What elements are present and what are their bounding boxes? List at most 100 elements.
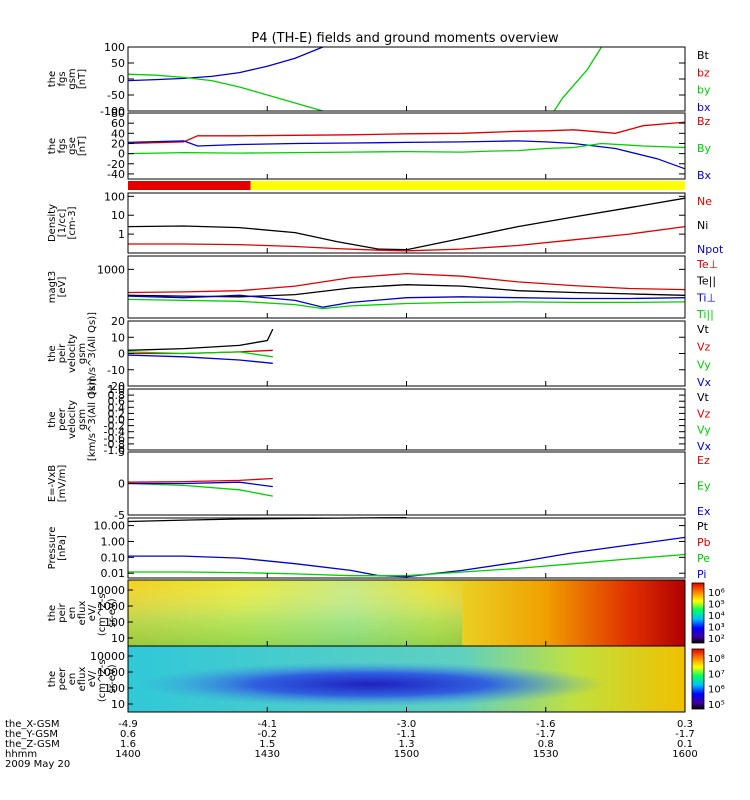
colorbar-tick-label: 10⁴ xyxy=(708,611,725,622)
legend-item: bx xyxy=(697,101,711,114)
y-axis-label-line: en xyxy=(67,673,78,686)
y-tick-label: 10 xyxy=(111,209,125,222)
panel-density: 100 10 1 Density [1/cc] [cm-3] Ne Ni Npot xyxy=(47,190,724,256)
ephemeris-row-name: hhmm xyxy=(5,749,37,760)
y-axis-label-line: fgs xyxy=(57,71,68,86)
y-tick-label: -0.6 xyxy=(104,432,125,445)
colorbar-tick-label: 10⁶ xyxy=(708,685,725,696)
ephemeris-value: 0.8 xyxy=(538,739,554,750)
ephemeris-value: 1400 xyxy=(115,749,140,760)
ephemeris-value: -1.7 xyxy=(536,729,556,740)
y-axis-label-line: the xyxy=(47,345,58,361)
ephemeris-row-name: the_Z-GSM xyxy=(5,739,60,750)
y-axis-label-line: velocity xyxy=(67,334,78,373)
series-line-red xyxy=(127,121,686,145)
legend-item: Vt xyxy=(697,323,710,336)
y-axis-label-line: (cm^2-s- xyxy=(97,589,108,636)
legend-item: Pi xyxy=(697,568,706,581)
y-axis-label: magt3 [eV] xyxy=(47,271,68,304)
panel-mode_bar xyxy=(128,181,686,190)
mode-bar-segment xyxy=(250,181,686,190)
y-axis-label-line: peir xyxy=(57,602,68,622)
ephemeris-value: 1430 xyxy=(255,749,280,760)
legend-item: Vt xyxy=(697,391,710,404)
y-axis-label-line: [cm-3] xyxy=(67,206,78,239)
y-axis-label: the fgs gsm [nT] xyxy=(47,68,88,89)
y-tick-label: 1000 xyxy=(97,600,125,613)
ephemeris-value: 1600 xyxy=(672,749,697,760)
y-axis-label-line: the xyxy=(47,411,58,427)
series-line-green xyxy=(553,46,603,112)
legend-item: Vx xyxy=(697,376,712,389)
legend-item: Bz xyxy=(697,115,711,128)
y-tick-label: 20 xyxy=(111,137,125,150)
y-tick-label: -40 xyxy=(107,168,125,181)
y-axis-label-line: E=-VxB xyxy=(47,465,58,502)
y-tick-label: -20 xyxy=(107,380,125,393)
panel-frame xyxy=(127,46,686,112)
series-line-blue xyxy=(127,294,686,308)
y-tick-label: 0 xyxy=(118,478,125,491)
legend-item: Npot xyxy=(697,243,724,256)
legend-item: Ex xyxy=(697,505,711,518)
y-tick-label: 1.00 xyxy=(101,535,126,548)
y-tick-label: 0.8 xyxy=(108,389,126,402)
y-tick-label: 1 xyxy=(118,228,125,241)
ephemeris-row-name: the_Y-GSM xyxy=(5,729,58,740)
y-tick-label: -5 xyxy=(114,509,125,522)
legend-item: Ez xyxy=(697,454,710,467)
y-axis-label: the peir velocity gsm [km/s^3(All Qs)] xyxy=(47,312,98,395)
legend-item: Ni xyxy=(697,219,708,232)
ephemeris-value: -3.0 xyxy=(397,719,417,730)
y-axis-label-line: gsm xyxy=(77,343,88,364)
y-axis-label-line: peer xyxy=(57,667,68,691)
y-axis-label-line: [nT] xyxy=(77,136,88,156)
y-axis-label-line: Pressure xyxy=(47,527,58,570)
colorbar-tick-label: 10⁸ xyxy=(708,654,725,665)
colorbar-tick-label: 10⁵ xyxy=(708,700,725,711)
series-line-blue xyxy=(128,536,686,578)
y-tick-label: 10.00 xyxy=(94,520,126,533)
y-axis-label-line: Density xyxy=(47,204,58,242)
y-axis-label-line: (cm^2-s- xyxy=(97,655,108,702)
legend-item: Ne xyxy=(697,195,712,208)
ephemeris-value: -4.9 xyxy=(118,719,138,730)
panel-efield: 5 0 -5 E=-VxB [mV/m] Ez Ey Ex xyxy=(47,446,711,522)
y-axis-label: E=-VxB [mV/m] xyxy=(47,465,68,503)
y-tick-label: 100 xyxy=(104,41,125,54)
y-tick-label: 10000 xyxy=(90,584,125,597)
figure-title: P4 (TH-E) fields and ground moments over… xyxy=(251,31,559,46)
series-line-red xyxy=(127,477,273,483)
y-tick-label: 20 xyxy=(111,315,125,328)
legend-item: Vz xyxy=(697,407,711,420)
panel-frame xyxy=(127,388,686,451)
series-line-red xyxy=(127,272,686,294)
y-axis-label: the peer en eflux eV/(cm^2-s-sr-eV) xyxy=(47,655,118,702)
y-tick-label: 40 xyxy=(111,127,125,140)
mode-bar-segment xyxy=(128,181,251,190)
legend-item: Bx xyxy=(697,169,712,182)
ephemeris-row-name: 2009 May 20 xyxy=(5,759,70,770)
ephemeris-value: 1.3 xyxy=(399,739,415,750)
series-line-black xyxy=(127,328,274,351)
y-tick-label: 1.0 xyxy=(108,383,126,396)
y-tick-label: 100 xyxy=(104,190,125,203)
y-axis-label-line: eflux xyxy=(77,601,88,626)
panel-frame xyxy=(127,320,686,387)
ephemeris-row-name: the_X-GSM xyxy=(5,719,59,730)
panel-fgs_gsm: 100 50 0 -50 -100 the fgs gsm [nT] Bt bz by bx xyxy=(47,41,711,118)
y-tick-label: 100 xyxy=(104,616,125,629)
legend-item: Ey xyxy=(697,480,711,493)
y-axis-label-line: the xyxy=(47,138,58,154)
series-line-blue xyxy=(127,46,324,82)
series-line-red xyxy=(128,225,686,252)
y-tick-label: 10 xyxy=(111,632,125,645)
legend-item: By xyxy=(697,142,712,155)
y-axis-label-line: [nT] xyxy=(77,69,88,89)
panel-frame xyxy=(127,517,686,579)
y-tick-label: 0.10 xyxy=(101,551,126,564)
legend-item: Pe xyxy=(697,552,710,565)
y-tick-label: 0 xyxy=(118,348,125,361)
